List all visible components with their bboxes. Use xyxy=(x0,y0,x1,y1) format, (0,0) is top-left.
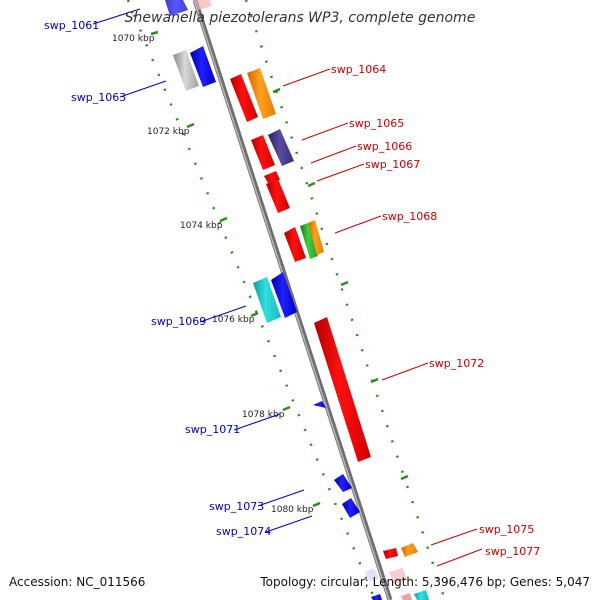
gene-label-swp_1066[interactable]: swp_1066 xyxy=(357,140,412,153)
gene-arrow-swp_1066[interactable] xyxy=(268,129,294,166)
leader-swp_1071 xyxy=(233,413,281,431)
leader-lines xyxy=(92,8,483,567)
genome-summary-text: Topology: circular; Length: 5,396,476 bp… xyxy=(259,575,590,589)
kbp-label-1074: 1074 kbp xyxy=(180,221,223,231)
gene-label-swp_1063[interactable]: swp_1063 xyxy=(71,91,126,104)
kbp-tick-1078 xyxy=(282,405,291,412)
leader-swp_1061 xyxy=(92,8,141,25)
mid-tick-d xyxy=(370,377,379,384)
gene-arrow-swp_1075[interactable] xyxy=(383,548,398,559)
mid-tick-a xyxy=(272,87,281,94)
accession-text: Accession: NC_011566 xyxy=(9,575,145,589)
leader-swp_1065 xyxy=(301,122,349,141)
leader-swp_1066 xyxy=(310,145,357,164)
gene-label-swp_1073[interactable]: swp_1073 xyxy=(209,500,264,513)
kbp-label-1080: 1080 kbp xyxy=(271,505,314,515)
mid-tick-b xyxy=(307,181,316,188)
gene-label-swp_1072[interactable]: swp_1072 xyxy=(429,357,484,370)
gene-label-swp_1067[interactable]: swp_1067 xyxy=(365,158,420,171)
gene-arrow-swp_1065[interactable] xyxy=(251,135,275,170)
gene-arrow-swp_1081[interactable] xyxy=(414,590,429,600)
kbp-label-1072: 1072 kbp xyxy=(147,127,190,137)
gene-label-swp_1065[interactable]: swp_1065 xyxy=(349,117,404,130)
gene-arrow-swp_1068[interactable] xyxy=(308,220,324,255)
gene-label-swp_1069[interactable]: swp_1069 xyxy=(151,315,206,328)
leader-swp_1063 xyxy=(119,80,167,98)
gene-label-swp_1077[interactable]: swp_1077 xyxy=(485,545,540,558)
kbp-tick-1080 xyxy=(312,501,321,508)
leader-swp_1072 xyxy=(381,362,429,381)
gene-arrow-swp_1080[interactable] xyxy=(401,593,412,600)
gene-arrow-swp_1062[interactable] xyxy=(173,50,199,91)
gene-label-swp_1061[interactable]: swp_1061 xyxy=(44,19,99,32)
kbp-labels: 1070 kbp 1072 kbp 1074 kbp 1076 kbp 1078… xyxy=(112,34,314,515)
gene-arrow-swp_1061[interactable] xyxy=(165,0,188,16)
kbp-ticks xyxy=(150,30,409,508)
gene-arrow-swp_1073[interactable] xyxy=(334,474,352,492)
gene-label-swp_1075[interactable]: swp_1075 xyxy=(479,523,534,536)
gene-arrow-swp_1071[interactable] xyxy=(313,401,326,408)
gene-arrow-swp_1061b[interactable] xyxy=(195,0,212,10)
gene-arrow-swp_1077[interactable] xyxy=(389,568,407,584)
leader-swp_1068 xyxy=(334,215,382,234)
gene-label-swp_1064[interactable]: swp_1064 xyxy=(331,63,386,76)
kbp-tick-1072 xyxy=(186,122,195,129)
gene-arrow-swp_1076[interactable] xyxy=(401,543,418,557)
kbp-tick-1074 xyxy=(219,216,228,223)
mid-tick-e xyxy=(400,474,409,481)
leader-swp_1069 xyxy=(199,305,247,323)
gene-arrow-swp_1063[interactable] xyxy=(190,46,216,87)
leader-swp_1075 xyxy=(430,528,478,546)
gene-label-swp_1068[interactable]: swp_1068 xyxy=(382,210,437,223)
gene-arrow-swp_1069[interactable] xyxy=(253,277,281,323)
kbp-label-1078: 1078 kbp xyxy=(242,410,285,420)
gene-arrow-swp_1064a[interactable] xyxy=(230,74,258,122)
leader-swp_1077 xyxy=(436,548,483,567)
kbp-label-1076: 1076 kbp xyxy=(212,315,255,325)
gene-arrow-swp_1078[interactable] xyxy=(365,568,379,582)
kbp-tick-1076 xyxy=(250,311,259,318)
kbp-label-1070: 1070 kbp xyxy=(112,34,155,44)
gene-arrow-swp_1070[interactable] xyxy=(271,272,297,318)
leader-swp_1064 xyxy=(282,68,331,87)
leader-swp_1067 xyxy=(316,163,365,182)
gene-labels: swp_1061 swp_1063 swp_1064 swp_1065 swp_… xyxy=(44,19,540,558)
gene-label-swp_1071[interactable]: swp_1071 xyxy=(185,423,240,436)
leader-swp_1074 xyxy=(265,515,313,533)
gene-features xyxy=(165,0,429,600)
map-title: Shewanella piezotolerans WP3, complete g… xyxy=(125,10,476,26)
leader-swp_1073 xyxy=(257,489,305,507)
mid-tick-c xyxy=(340,280,349,287)
gene-arrow-swp_1079[interactable] xyxy=(371,594,382,600)
gene-arrow-swp_1064[interactable] xyxy=(247,68,276,119)
gene-label-swp_1074[interactable]: swp_1074 xyxy=(216,525,271,538)
gene-arrow-swp_1072[interactable] xyxy=(314,317,371,462)
kbp-tick-1070 xyxy=(150,30,159,36)
gene-arrow-swp_1067[interactable] xyxy=(266,179,290,213)
gene-arrow-swp_1074[interactable] xyxy=(342,498,360,518)
gene-arrow-swp_1068b[interactable] xyxy=(300,223,318,259)
gene-arrow-swp_1068a[interactable] xyxy=(284,227,306,262)
